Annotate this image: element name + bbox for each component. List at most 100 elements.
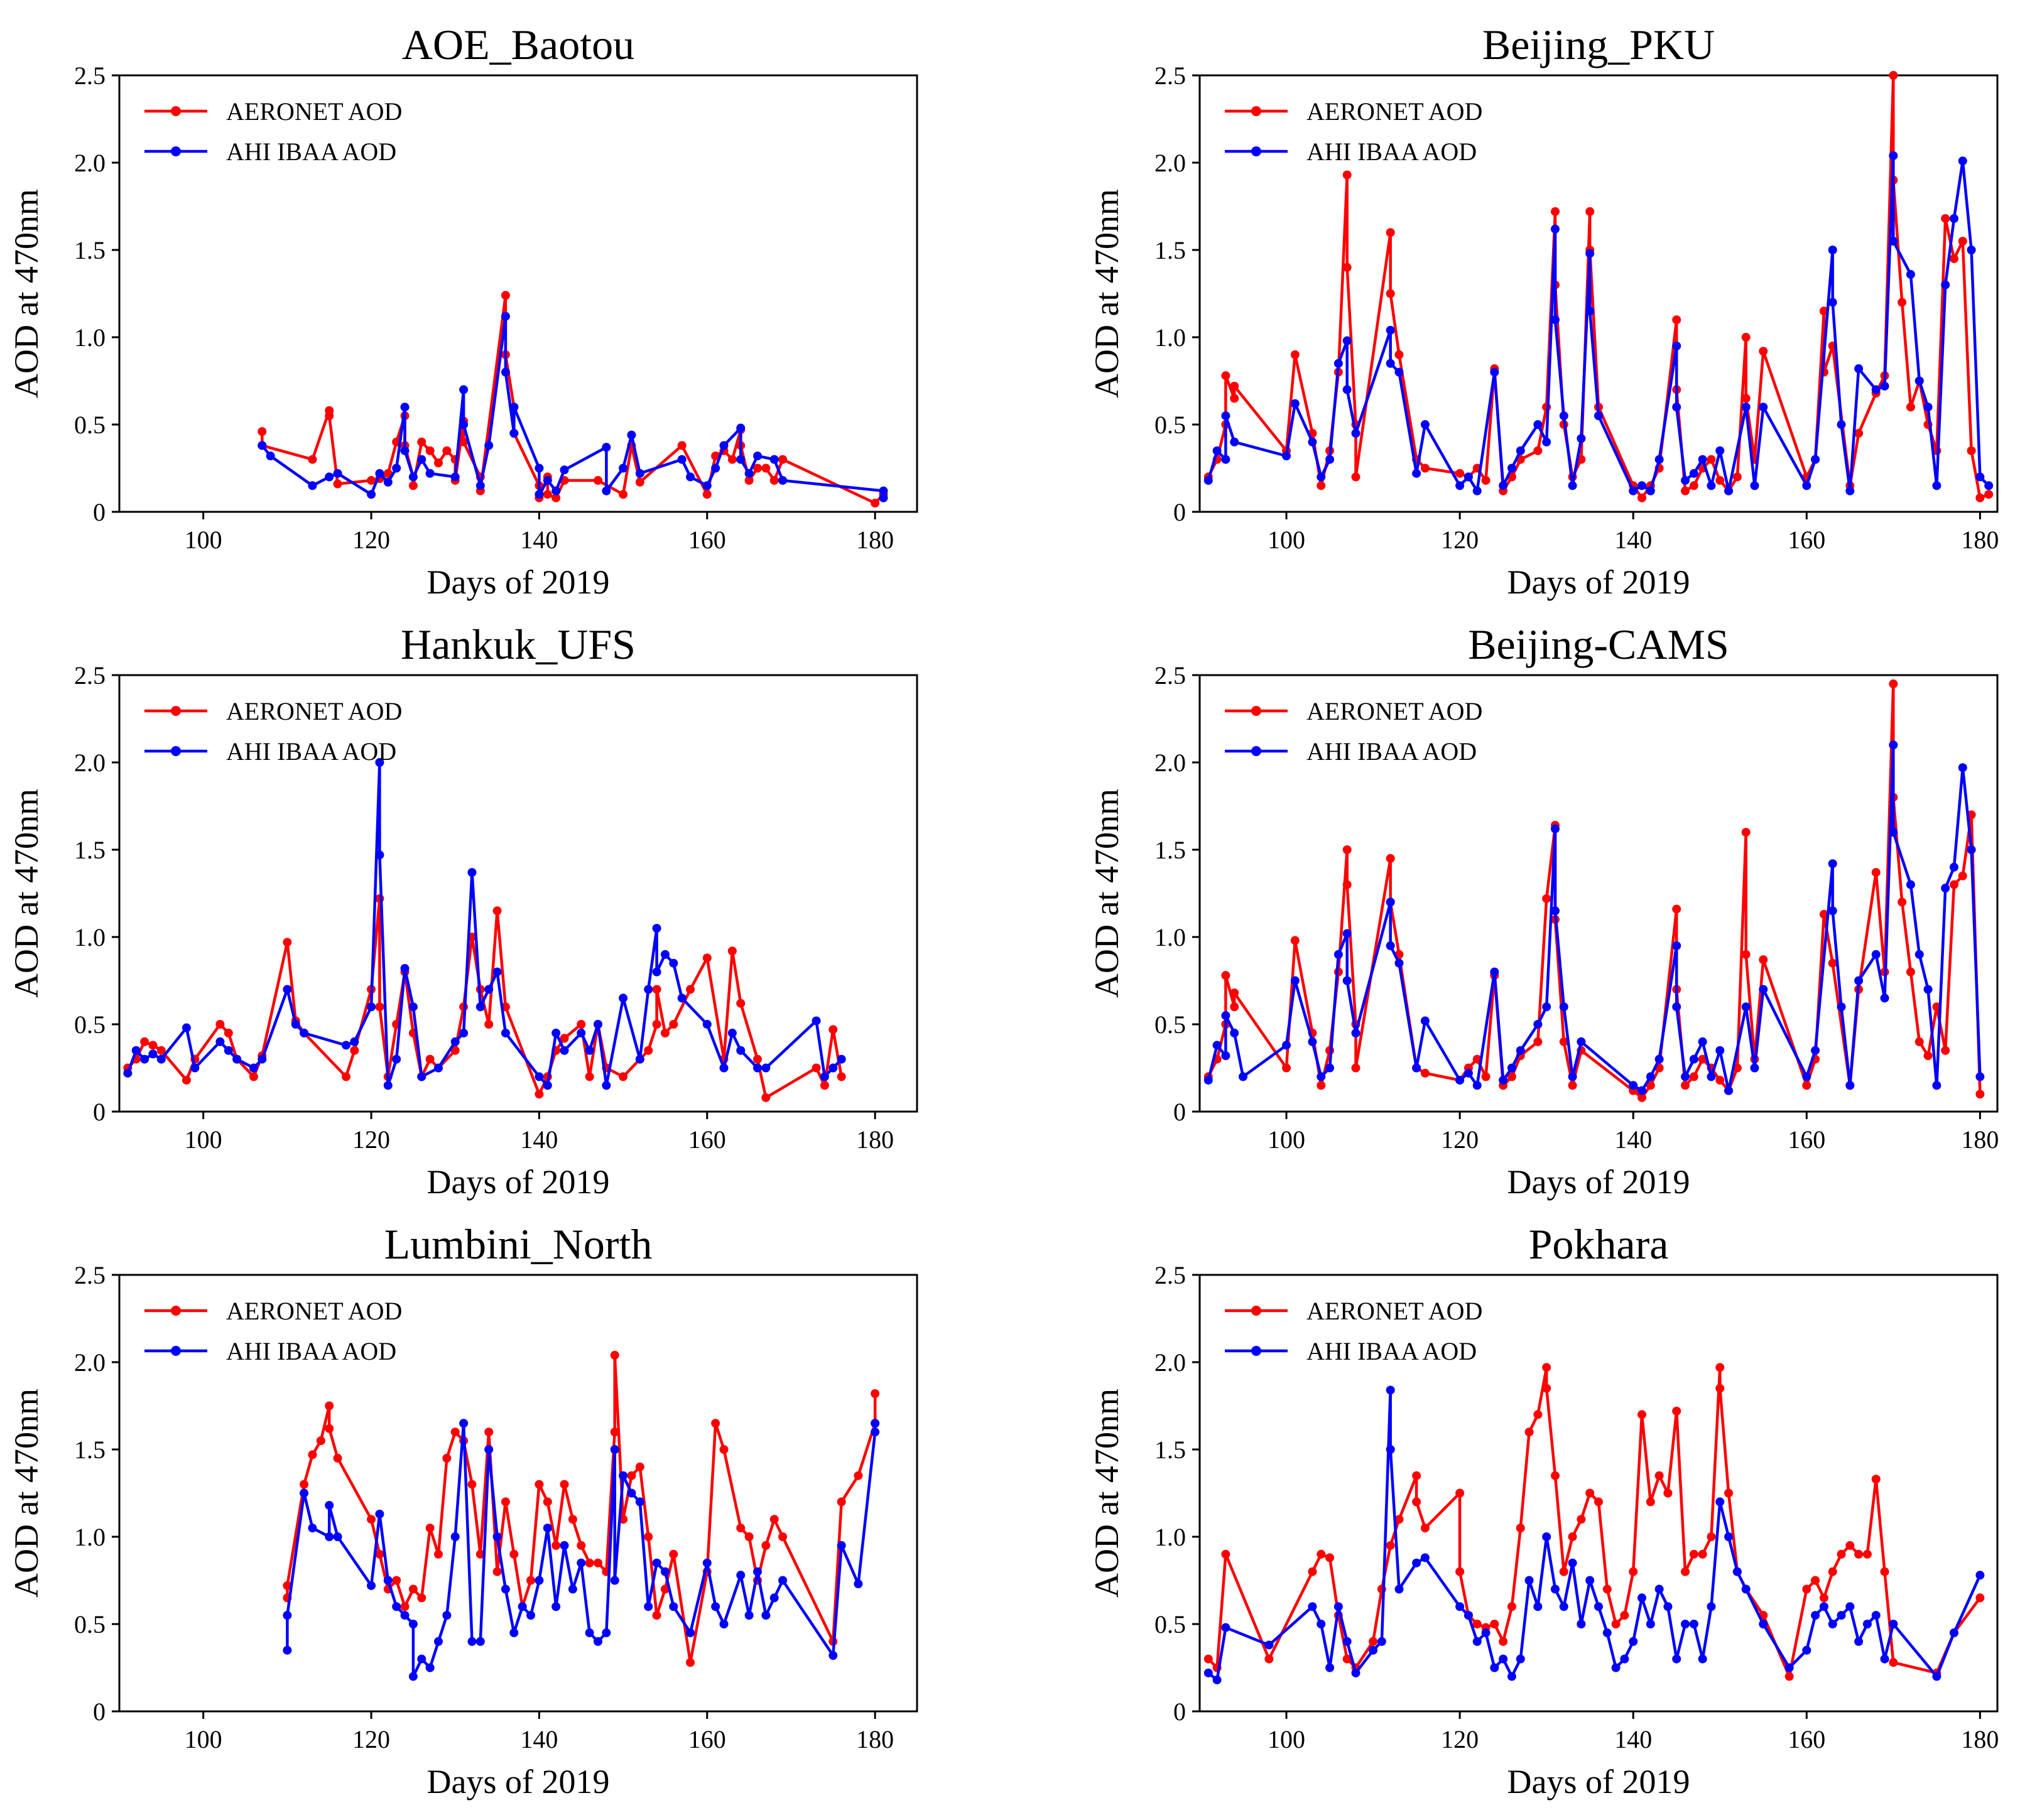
data-point	[1533, 1602, 1543, 1611]
data-point	[1689, 1620, 1698, 1628]
data-point	[1837, 1002, 1846, 1012]
data-point	[610, 1427, 619, 1437]
data-point	[249, 1072, 258, 1081]
data-point	[820, 1081, 829, 1090]
data-point	[727, 1028, 737, 1037]
data-point	[1386, 325, 1395, 335]
legend-entry: AERONET AOD	[1225, 1297, 1482, 1325]
data-point	[1455, 481, 1465, 490]
data-point	[400, 446, 410, 455]
data-point	[1923, 403, 1933, 412]
data-point	[1386, 1385, 1395, 1395]
data-point	[744, 1532, 754, 1541]
data-point	[417, 455, 426, 464]
data-point	[1342, 976, 1352, 985]
legend-marker	[171, 746, 181, 756]
x-axis-label: Days of 2019	[427, 563, 610, 601]
legend-entry: AERONET AOD	[1225, 97, 1482, 126]
data-point	[1871, 1611, 1881, 1620]
data-point	[475, 1549, 485, 1559]
data-point	[1542, 437, 1551, 447]
axes-frame	[1198, 674, 1999, 1113]
data-point	[1715, 1075, 1725, 1085]
legend-marker	[1251, 146, 1261, 156]
data-point	[551, 493, 561, 502]
data-point	[1663, 1602, 1673, 1611]
data-point	[425, 469, 435, 478]
data-point	[736, 1524, 746, 1533]
data-point	[1542, 1002, 1551, 1012]
data-point	[1577, 1037, 1586, 1046]
data-point	[1507, 1072, 1516, 1081]
data-point	[1819, 909, 1828, 919]
data-point	[1325, 1663, 1335, 1672]
data-point	[1629, 486, 1638, 496]
data-point	[509, 403, 519, 412]
data-point	[1629, 1637, 1638, 1646]
x-tick-label: 100	[1268, 1125, 1305, 1154]
data-point	[1317, 1081, 1326, 1090]
x-tick-label: 160	[1788, 1725, 1825, 1753]
data-point	[1212, 446, 1222, 455]
data-point	[577, 1541, 586, 1550]
data-point	[1577, 434, 1586, 443]
data-point	[408, 1584, 418, 1594]
data-point	[778, 1532, 788, 1541]
data-point	[594, 1020, 602, 1029]
data-point	[1637, 1093, 1647, 1102]
x-tick-label: 160	[688, 526, 726, 554]
legend-label: AERONET AOD	[1306, 1297, 1482, 1325]
data-point	[585, 1558, 594, 1568]
data-point	[459, 1028, 469, 1037]
data-point	[1672, 1654, 1681, 1664]
data-point	[1889, 71, 1898, 80]
data-point	[442, 1611, 452, 1620]
y-tick-label: 0.5	[1154, 411, 1186, 439]
data-point	[1282, 1041, 1291, 1050]
x-tick-label: 100	[185, 526, 222, 554]
data-point	[1559, 1037, 1568, 1046]
y-axis-label: AOD at 470nm	[8, 789, 45, 998]
data-point	[501, 1497, 510, 1507]
data-point	[560, 1541, 569, 1550]
data-point	[392, 463, 401, 473]
data-point	[1533, 420, 1543, 429]
data-point	[1828, 958, 1837, 968]
data-point	[1221, 1011, 1230, 1021]
data-point	[669, 958, 678, 968]
data-point	[182, 1075, 191, 1085]
data-point	[761, 1063, 771, 1073]
data-point	[1889, 828, 1898, 837]
y-tick-label: 0	[93, 498, 106, 526]
data-point	[1715, 1046, 1725, 1055]
data-point	[1975, 1571, 1985, 1580]
data-point	[283, 985, 292, 994]
data-point	[1420, 420, 1430, 429]
data-point	[1542, 1532, 1551, 1541]
data-point	[1715, 1384, 1725, 1393]
data-point	[1472, 486, 1482, 496]
data-point	[736, 999, 746, 1008]
data-point	[408, 1672, 418, 1681]
data-point	[1342, 170, 1352, 180]
data-point	[417, 1593, 426, 1603]
data-point	[367, 1581, 376, 1590]
x-axis-label: Days of 2019	[427, 1163, 610, 1201]
data-point	[1715, 475, 1725, 485]
y-tick-label: 2.5	[74, 1261, 106, 1289]
data-point	[1889, 237, 1898, 246]
data-point	[1741, 333, 1751, 342]
data-point	[1654, 1584, 1664, 1594]
data-point	[1759, 403, 1768, 412]
data-point	[1906, 880, 1915, 889]
y-tick-label: 1.0	[1154, 923, 1186, 951]
data-point	[761, 1093, 771, 1102]
data-point	[828, 1651, 838, 1660]
x-tick-label: 180	[1961, 1725, 1999, 1753]
data-point	[1949, 862, 1958, 872]
data-point	[1724, 486, 1734, 496]
data-point	[820, 1072, 829, 1081]
legend-entry: AHI IBAA AOD	[1225, 737, 1477, 766]
data-point	[1221, 971, 1230, 980]
data-point	[283, 1581, 292, 1590]
